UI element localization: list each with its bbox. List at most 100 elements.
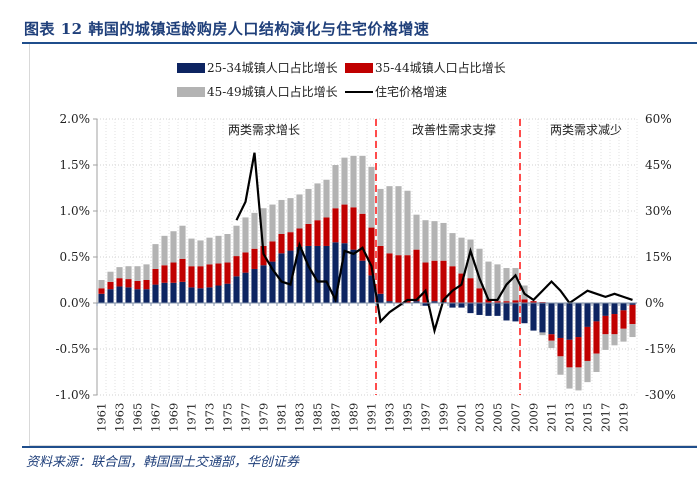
bar-segment	[404, 255, 411, 303]
bar-segment	[368, 166, 375, 228]
bar-segment	[512, 303, 519, 322]
bar-segment	[611, 314, 618, 335]
bar-segment	[296, 194, 303, 229]
bar-segment	[332, 208, 339, 243]
bar-segment	[431, 221, 438, 261]
bar-segment	[386, 186, 393, 254]
bar-segment	[395, 255, 402, 303]
bar-segment	[314, 220, 321, 246]
x-tick-label: 1981	[275, 403, 289, 432]
bar-segment	[161, 282, 168, 303]
left-tick-label: 1.0%	[60, 204, 91, 218]
chart: 25-34城镇人口占比增长 35-44城镇人口占比增长 45-49城镇人口占比增…	[55, 60, 675, 432]
right-tick-label: 60%	[645, 112, 672, 126]
bar-segment	[521, 299, 528, 303]
bar-segment	[413, 249, 420, 302]
bar-segment	[170, 282, 177, 303]
bar-segment	[629, 324, 636, 338]
bar-segment	[350, 249, 357, 303]
bar-segment	[278, 253, 285, 303]
bar-segment	[476, 288, 483, 303]
bar-segment	[116, 286, 123, 303]
bar-segment	[197, 266, 204, 289]
bar-segment	[602, 303, 609, 316]
legend-swatch-35-44	[345, 63, 373, 73]
bar-segment	[251, 212, 258, 249]
bar-segment	[152, 284, 159, 303]
bar-segment	[458, 303, 465, 308]
bar-segment	[332, 242, 339, 303]
x-tick-label: 1967	[149, 403, 163, 432]
bar-segment	[611, 334, 618, 346]
bar-segment	[323, 245, 330, 303]
bar-segment	[242, 252, 249, 273]
x-tick-label: 1991	[365, 403, 379, 432]
x-tick-label: 2009	[527, 403, 541, 432]
phase-dividers	[375, 119, 521, 395]
x-tick-label: 1971	[185, 403, 199, 432]
bar-segment	[575, 367, 582, 391]
bar-segment	[431, 301, 438, 303]
bar-segment	[278, 199, 285, 234]
bar-segment	[449, 233, 456, 267]
bar-segment	[575, 303, 582, 338]
source-note: 资料来源：联合国，韩国国土交通部，华创证券	[26, 455, 300, 470]
figure-title: 图表 12 韩国的城镇适龄购房人口结构演化与住宅价格增速	[24, 20, 430, 38]
bar-segment	[431, 260, 438, 302]
bar-segment	[584, 303, 591, 327]
bar-segment	[107, 281, 114, 290]
bar-segment	[98, 293, 105, 303]
bar-segment	[125, 279, 132, 288]
legend: 25-34城镇人口占比增长 35-44城镇人口占比增长 45-49城镇人口占比增…	[177, 60, 506, 99]
x-tick-label: 2019	[617, 403, 631, 432]
title-bar: 图表 12 韩国的城镇适龄购房人口结构演化与住宅价格增速	[22, 18, 697, 44]
bar-segment	[566, 367, 573, 389]
x-tick-label: 1997	[419, 403, 433, 432]
bar-segment	[161, 265, 168, 283]
annotations: 两类需求增长 改善性需求支撑 两类需求减少	[228, 122, 622, 137]
bar-segment	[611, 303, 618, 315]
bar-segment	[224, 234, 231, 263]
bars	[98, 155, 636, 391]
x-tick-label: 1963	[113, 403, 127, 432]
bar-segment	[467, 303, 474, 314]
bar-segment	[485, 303, 492, 316]
bar-segment	[107, 289, 114, 303]
bar-segment	[179, 281, 186, 303]
bar-segment	[98, 280, 105, 289]
x-tick-label: 1985	[311, 403, 325, 432]
x-tick-label: 1995	[401, 403, 415, 432]
bar-segment	[539, 303, 546, 333]
bar-segment	[566, 339, 573, 368]
legend-label-45-49: 45-49城镇人口占比增长	[207, 84, 338, 99]
bar-segment	[512, 300, 519, 303]
x-tick-label: 1961	[95, 403, 109, 432]
bar-segment	[476, 248, 483, 289]
bar-segment	[503, 303, 510, 321]
bar-segment	[530, 303, 537, 331]
phase-annotation: 两类需求减少	[550, 123, 622, 137]
bar-segment	[206, 287, 213, 303]
left-tick-label: -0.5%	[55, 342, 90, 356]
bar-segment	[377, 245, 384, 294]
bar-segment	[620, 303, 627, 311]
left-tick-label: 2.0%	[60, 112, 91, 126]
bar-segment	[143, 289, 150, 303]
bar-segment	[485, 299, 492, 303]
bar-segment	[314, 245, 321, 303]
bar-segment	[422, 220, 429, 263]
bar-segment	[629, 304, 636, 325]
bar-segment	[269, 241, 276, 262]
bar-segment	[548, 340, 555, 349]
legend-label-35-44: 35-44城镇人口占比增长	[375, 60, 506, 75]
bar-segment	[485, 261, 492, 300]
bar-segment	[197, 288, 204, 303]
x-tick-label: 1973	[203, 403, 217, 432]
x-tick-label: 2003	[473, 403, 487, 432]
bar-segment	[530, 301, 537, 303]
bar-segment	[377, 188, 384, 246]
bar-segment	[629, 303, 636, 305]
bar-segment	[197, 240, 204, 267]
bar-segment	[602, 334, 609, 350]
bar-segment	[440, 222, 447, 261]
